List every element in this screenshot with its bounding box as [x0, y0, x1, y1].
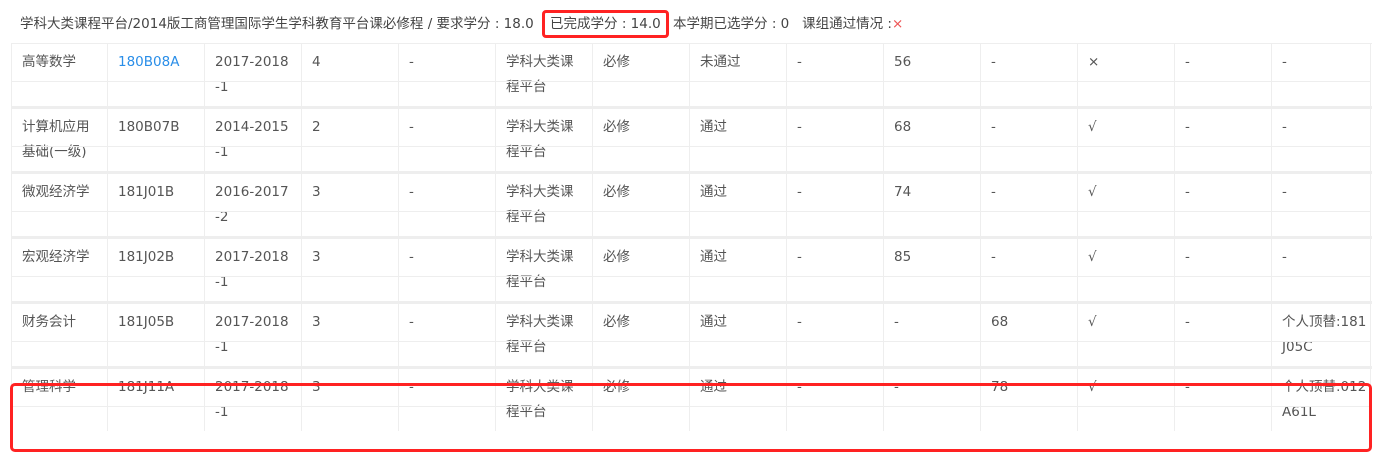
term-cell: 2017-2018-1	[205, 239, 302, 301]
course-type-cell: 必修	[593, 304, 690, 366]
course-type-cell: 必修	[593, 109, 690, 171]
col-5-cell: -	[399, 174, 496, 236]
pass-mark-cell: √	[1078, 304, 1175, 366]
col-5-cell: -	[399, 369, 496, 431]
course-name-cell: 计算机应用基础(一级)	[12, 109, 108, 171]
remark-cell: 个人顶替:012A61L	[1272, 369, 1371, 431]
course-type-cell: 必修	[593, 239, 690, 301]
score-cell: 85	[884, 239, 981, 301]
col-11-cell: -	[981, 174, 1078, 236]
course-type-cell: 必修	[593, 369, 690, 431]
col-9-cell: -	[787, 174, 884, 236]
remark-cell: -	[1272, 174, 1371, 236]
status-cell: 通过	[690, 369, 787, 431]
remark-cell: 个人顶替:181J05C	[1272, 304, 1371, 366]
fail-icon: ×	[891, 16, 904, 32]
credits-cell: 3	[302, 369, 399, 431]
table-row: 高等数学 180B08A 2017-2018-1 4- 学科大类课程平台 必修 未通过 -56…	[12, 43, 1372, 106]
completed-credits: 已完成学分 : 14.0	[542, 10, 669, 38]
pass-mark-cell: √	[1078, 369, 1175, 431]
table-row: 微观经济学 181J01B 2016-2017-2 3- 学科大类课程平台 必修 通过 -74…	[12, 171, 1372, 236]
table-row: 财务会计 181J05B 2017-2018-1 3- 学科大类课程平台 必修 通过 - -68…	[12, 301, 1372, 366]
col-9-cell: -	[787, 109, 884, 171]
status-cell: 通过	[690, 239, 787, 301]
pass-mark-cell: ×	[1078, 44, 1175, 106]
col-13-cell: -	[1175, 304, 1272, 366]
table-row: 宏观经济学 181J02B 2017-2018-1 3- 学科大类课程平台 必修 通过 -85…	[12, 236, 1372, 301]
term-cell: 2016-2017-2	[205, 174, 302, 236]
credits-cell: 3	[302, 239, 399, 301]
remark-cell: -	[1272, 109, 1371, 171]
score-cell: 74	[884, 174, 981, 236]
score-cell: 68	[884, 109, 981, 171]
course-type-cell: 必修	[593, 174, 690, 236]
term-cell: 2017-2018-1	[205, 304, 302, 366]
term-cell: 2017-2018-1	[205, 44, 302, 106]
score-cell: 56	[884, 44, 981, 106]
course-table: 高等数学 180B08A 2017-2018-1 4- 学科大类课程平台 必修 未通过 -56…	[11, 43, 1372, 431]
remark-cell: -	[1272, 239, 1371, 301]
credits-cell: 3	[302, 304, 399, 366]
col-11-cell: -	[981, 109, 1078, 171]
credits-cell: 2	[302, 109, 399, 171]
course-name-cell: 微观经济学	[12, 174, 108, 236]
course-code-cell: 181J05B	[108, 304, 205, 366]
status-cell: 通过	[690, 109, 787, 171]
table-row: 管理科学 181J11A 2017-2018-1 3- 学科大类课程平台 必修 通过 - -78…	[12, 366, 1372, 431]
category-cell: 学科大类课程平台	[496, 44, 593, 106]
col-9-cell: -	[787, 304, 884, 366]
col-5-cell: -	[399, 304, 496, 366]
col-5-cell: -	[399, 44, 496, 106]
category-cell: 学科大类课程平台	[496, 239, 593, 301]
pass-mark-cell: √	[1078, 109, 1175, 171]
course-group-header: 学科大类课程平台/2014版工商管理国际学生学科教育平台课必修程 / 要求学分 …	[20, 10, 904, 38]
course-code-cell: 181J11A	[108, 369, 205, 431]
course-name-cell: 宏观经济学	[12, 239, 108, 301]
col-9-cell: -	[787, 44, 884, 106]
course-code-cell: 181J01B	[108, 174, 205, 236]
remark-cell: -	[1272, 44, 1371, 106]
credits-cell: 3	[302, 174, 399, 236]
group-status-label: 课组通过情况 :	[802, 16, 892, 32]
course-code-cell[interactable]: 180B08A	[108, 44, 205, 106]
col-13-cell: -	[1175, 174, 1272, 236]
term-selected-credits: 本学期已选学分 : 0	[673, 16, 790, 32]
col-11-cell: 78	[981, 369, 1078, 431]
course-code-cell: 180B07B	[108, 109, 205, 171]
term-cell: 2014-2015-1	[205, 109, 302, 171]
col-13-cell: -	[1175, 369, 1272, 431]
category-cell: 学科大类课程平台	[496, 109, 593, 171]
col-11-cell: -	[981, 44, 1078, 106]
table-row: 计算机应用基础(一级) 180B07B 2014-2015-1 2- 学科大类课程平台必…	[12, 106, 1372, 171]
credits-cell: 4	[302, 44, 399, 106]
col-13-cell: -	[1175, 109, 1272, 171]
status-cell: 通过	[690, 174, 787, 236]
status-cell: 通过	[690, 304, 787, 366]
col-13-cell: -	[1175, 44, 1272, 106]
status-cell: 未通过	[690, 44, 787, 106]
col-9-cell: -	[787, 369, 884, 431]
term-cell: 2017-2018-1	[205, 369, 302, 431]
col-11-cell: 68	[981, 304, 1078, 366]
category-cell: 学科大类课程平台	[496, 369, 593, 431]
score-cell: -	[884, 369, 981, 431]
col-5-cell: -	[399, 109, 496, 171]
col-5-cell: -	[399, 239, 496, 301]
course-type-cell: 必修	[593, 44, 690, 106]
course-name-cell: 高等数学	[12, 44, 108, 106]
course-code-cell: 181J02B	[108, 239, 205, 301]
col-13-cell: -	[1175, 239, 1272, 301]
category-cell: 学科大类课程平台	[496, 304, 593, 366]
course-name-cell: 管理科学	[12, 369, 108, 431]
col-9-cell: -	[787, 239, 884, 301]
col-11-cell: -	[981, 239, 1078, 301]
pass-mark-cell: √	[1078, 239, 1175, 301]
course-group-path: 学科大类课程平台/2014版工商管理国际学生学科教育平台课必修程 / 要求学分 …	[20, 16, 534, 32]
score-cell: -	[884, 304, 981, 366]
pass-mark-cell: √	[1078, 174, 1175, 236]
course-name-cell: 财务会计	[12, 304, 108, 366]
category-cell: 学科大类课程平台	[496, 174, 593, 236]
